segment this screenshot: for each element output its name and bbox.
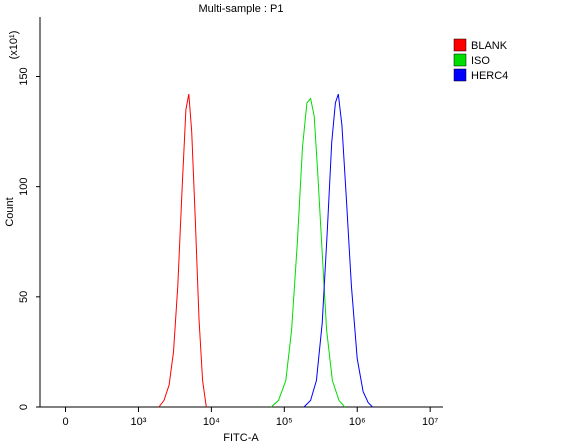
series-line — [303, 93, 373, 408]
legend-label: BLANK — [471, 40, 508, 52]
series-line — [270, 97, 346, 408]
y-multiplier: (x10¹) — [8, 31, 20, 60]
y-tick-label: 0 — [18, 404, 30, 410]
y-tick-label: 150 — [18, 67, 30, 85]
x-axis-label: FITC-A — [223, 432, 259, 444]
series-line — [158, 94, 207, 408]
y-tick-label: 50 — [18, 291, 30, 303]
y-tick-label: 100 — [18, 177, 30, 195]
legend-label: HERC4 — [471, 70, 508, 82]
chart-title: Multi-sample : P1 — [199, 3, 284, 15]
legend-swatch — [453, 38, 467, 52]
legend-swatch — [453, 53, 467, 67]
x-tick-label: 10⁵ — [276, 416, 293, 428]
x-tick-label: 10⁶ — [349, 416, 366, 428]
x-tick-label: 10³ — [130, 416, 146, 428]
x-tick-label: 10⁴ — [203, 416, 220, 428]
x-tick-label: 0 — [62, 416, 68, 428]
legend-swatch — [453, 68, 467, 82]
y-axis-label: Count — [4, 197, 16, 226]
x-tick-label: 10⁷ — [422, 416, 438, 428]
legend-label: ISO — [471, 55, 490, 67]
